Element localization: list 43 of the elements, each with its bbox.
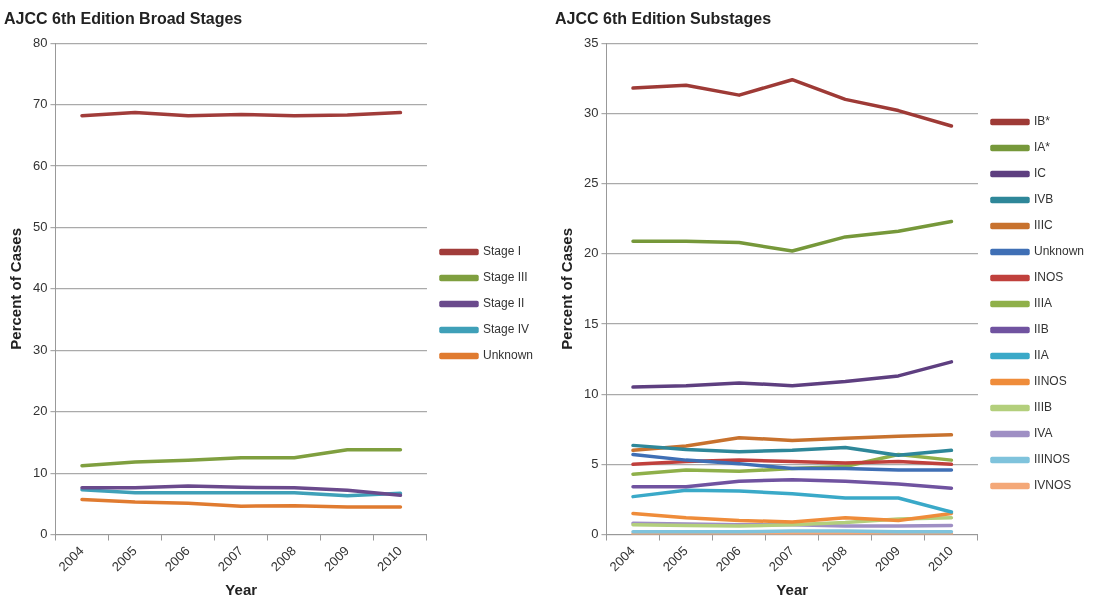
y-tick-label: 10 bbox=[32, 464, 48, 480]
legend-label: IA* bbox=[1033, 140, 1051, 155]
y-tick-label: 0 bbox=[591, 526, 599, 542]
legend-label: Stage III bbox=[482, 270, 528, 285]
legend-label: IIIC bbox=[1033, 218, 1053, 233]
chart-title: AJCC 6th Edition Substages bbox=[555, 10, 772, 28]
legend-label: IVA bbox=[1033, 426, 1053, 441]
legend-label: IIB bbox=[1033, 322, 1049, 337]
y-tick-label: 80 bbox=[32, 34, 48, 50]
x-axis-title: Year bbox=[225, 581, 258, 599]
legend-label: IIIB bbox=[1033, 400, 1052, 415]
y-tick-label: 60 bbox=[32, 157, 48, 173]
legend-label: IIIA bbox=[1033, 296, 1052, 311]
y-tick-label: 40 bbox=[32, 280, 48, 296]
legend-label: IVNOS bbox=[1033, 478, 1072, 493]
y-tick-label: 10 bbox=[583, 385, 599, 401]
y-tick-label: 20 bbox=[583, 245, 599, 261]
legend-label: Stage IV bbox=[482, 322, 529, 337]
y-tick-label: 30 bbox=[583, 104, 599, 120]
y-tick-label: 15 bbox=[583, 315, 599, 331]
y-axis-title: Percent of Cases bbox=[558, 227, 576, 350]
y-tick-label: 0 bbox=[40, 526, 48, 542]
y-tick-label: 35 bbox=[583, 34, 599, 50]
y-tick-label: 25 bbox=[583, 175, 599, 191]
y-tick-label: 30 bbox=[32, 341, 48, 357]
legend-label: IIA bbox=[1033, 348, 1049, 363]
legend-label: Stage II bbox=[482, 296, 525, 311]
x-axis-title: Year bbox=[776, 581, 809, 599]
chart-title: AJCC 6th Edition Broad Stages bbox=[4, 10, 243, 28]
legend-label: IC bbox=[1033, 166, 1047, 181]
legend-label: IVB bbox=[1033, 192, 1054, 207]
legend-label: IIINOS bbox=[1033, 452, 1070, 467]
y-tick-label: 50 bbox=[32, 219, 48, 235]
y-tick-label: 70 bbox=[32, 96, 48, 112]
y-axis-title: Percent of Cases bbox=[7, 227, 25, 350]
legend-label: Unknown bbox=[482, 348, 533, 363]
legend-label: IINOS bbox=[1033, 374, 1067, 389]
y-tick-label: 5 bbox=[591, 455, 599, 471]
legend-label: Unknown bbox=[1033, 244, 1084, 259]
legend-label: INOS bbox=[1033, 270, 1064, 285]
y-tick-label: 20 bbox=[32, 403, 48, 419]
legend-label: IB* bbox=[1033, 114, 1051, 129]
legend-label: Stage I bbox=[482, 244, 521, 259]
